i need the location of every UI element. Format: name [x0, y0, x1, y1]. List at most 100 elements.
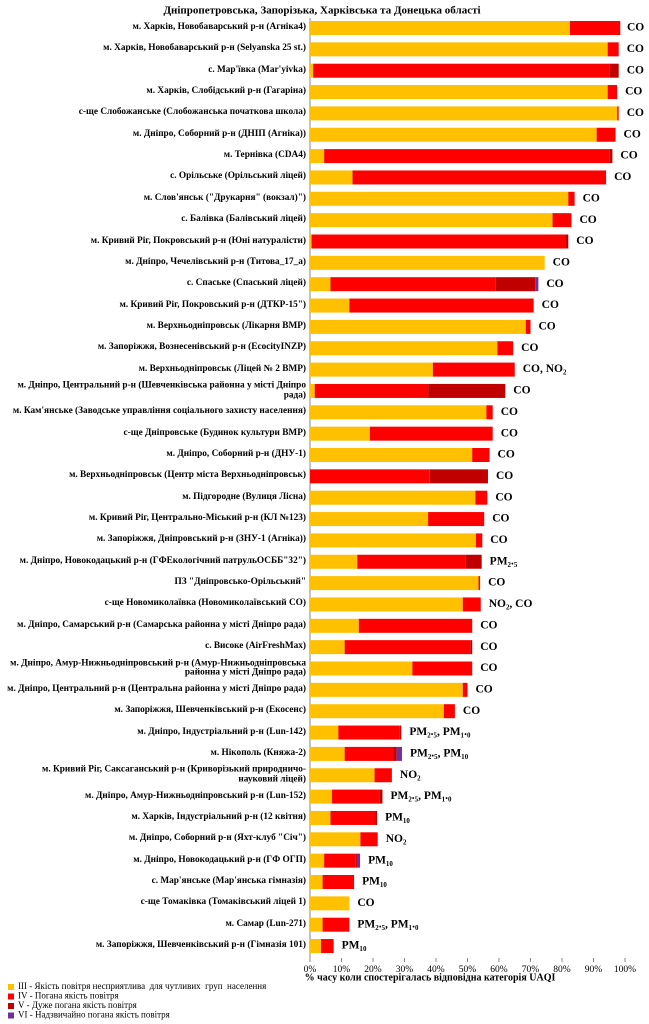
annotation: CO — [539, 321, 556, 333]
bar-segment — [552, 213, 572, 228]
bar-segment — [330, 810, 376, 825]
category-label: м. Дніпро, Соборний р-н (Яхт-клуб "Січ") — [128, 833, 306, 844]
category-label: м. Кривий Ріг, Покровський р-н (ДТКР-15"… — [119, 299, 307, 310]
bar-segment — [310, 405, 487, 420]
bar-segment — [311, 234, 566, 249]
annotation: CO — [627, 107, 644, 119]
bar-segment — [369, 426, 493, 441]
annotation: CO — [614, 171, 631, 183]
bar-segment — [310, 362, 433, 377]
bar-segment — [310, 704, 444, 719]
bar-segment — [486, 405, 493, 420]
annotation: PM₂.₅, PM₁.₀ — [409, 726, 471, 738]
bar-segment — [322, 917, 350, 932]
bar-segment — [475, 490, 488, 505]
category-label: ПЗ "Дніпровсько-Орільський" — [174, 577, 306, 588]
bar-segment — [478, 576, 481, 591]
bar-segment — [322, 875, 355, 889]
bar-segment — [314, 383, 429, 398]
bar-segment — [310, 896, 350, 911]
category-label: с-ще Слобожанське (Слобожанська початков… — [78, 107, 306, 118]
annotation: CO — [627, 64, 644, 76]
bar-segment — [476, 533, 483, 548]
category-label: м. Дніпро, Амур-Нижньодніпровський р-н (… — [10, 657, 306, 678]
bar-segment — [352, 170, 607, 185]
bar-segment — [495, 277, 536, 292]
bar-segment — [360, 832, 378, 847]
category-label: м. Харків, Слобідський р-н (Гагаріна) — [146, 86, 306, 97]
category-label: с-ще Дніпровське (Будинок культури ВМР) — [123, 427, 307, 438]
x-tick-label: 100% — [614, 965, 636, 975]
bar-segment — [535, 277, 539, 292]
bar-segment — [569, 21, 621, 35]
bar-segment — [310, 661, 413, 676]
bar-segment — [609, 149, 613, 164]
bar-segment — [375, 810, 378, 825]
annotation: NO₂ — [386, 833, 407, 845]
legend-label: IV - Погана якість повітря — [18, 991, 119, 1001]
annotation: CO — [521, 342, 538, 354]
bar-segment — [432, 362, 515, 377]
category-label: м. Запоріжжя, Шевченківський р-н (Гімназ… — [95, 940, 306, 951]
bar-segment — [462, 597, 481, 612]
bar-segment — [357, 554, 466, 569]
legend-label: VI - Надзвичайно погана якість повітря — [18, 1010, 170, 1020]
category-label: м. Верхньодніпровськ (Ліцей № 2 ВМР) — [138, 363, 306, 374]
annotation: CO — [476, 683, 493, 695]
annotation: CO — [480, 641, 497, 653]
category-label: м. Верхньодніпровськ (Центр міста Верхнь… — [69, 470, 306, 481]
bar-segment — [428, 383, 506, 398]
category-label: м. Кривий Ріг, Покровський р-н (Юні нату… — [90, 235, 306, 246]
x-tick-label: 70% — [522, 965, 540, 975]
category-label: с. Орільське (Орільський ліцей) — [170, 171, 306, 182]
bar-segment — [310, 512, 429, 527]
bar-segment — [310, 682, 463, 697]
bar-segment — [465, 554, 482, 569]
x-tick-label: 60% — [490, 965, 508, 975]
bar-segment — [607, 42, 619, 57]
bar-segment — [310, 810, 331, 825]
category-label: м. Дніпро, Новокодацький р-н (ГФ ОГП) — [133, 854, 306, 865]
category-label: м. Кам'янське (Заводське управління соці… — [12, 406, 306, 417]
bar-segment — [310, 63, 314, 78]
bar-segment — [399, 725, 402, 740]
bar-segment — [310, 191, 569, 206]
annotation: CO — [625, 86, 642, 98]
bar-segment — [310, 85, 608, 100]
bar-segment — [324, 853, 356, 868]
bar-segment — [355, 853, 357, 868]
bar-segment — [310, 576, 479, 591]
category-label: м. Самар (Lun-271) — [225, 918, 306, 929]
bar-segment — [344, 640, 471, 655]
bar-segment — [462, 682, 468, 697]
bar-segment — [374, 768, 392, 783]
annotation: PM₂.₅, PM₁₀ — [410, 748, 469, 760]
bar-segment — [310, 127, 597, 142]
legend-swatch — [8, 1012, 14, 1019]
bar-segment — [310, 725, 339, 740]
annotation: CO — [576, 235, 593, 247]
annotation: PM₁₀ — [362, 876, 387, 888]
annotation: PM₁₀ — [385, 812, 410, 824]
annotation: CO — [546, 278, 563, 290]
bar-segment — [349, 298, 534, 313]
category-label: м. Дніпро, Чечелівський р-н (Титова_17_а… — [125, 256, 306, 267]
bar-segment — [310, 106, 618, 121]
annotation: NO₂ — [400, 769, 421, 781]
bar-segment — [310, 618, 359, 633]
annotation: PM₂.₅, PM₁.₀ — [390, 790, 452, 802]
bar-segment — [310, 21, 570, 35]
x-tick-label: 30% — [396, 965, 414, 975]
bar-segment — [310, 768, 375, 783]
category-label: м. Дніпро, Індустріальний р-н (Lun-142) — [137, 726, 306, 737]
annotation: NO₂, CO — [489, 598, 533, 610]
bar-segment — [310, 917, 323, 932]
bar-segment — [617, 106, 619, 121]
category-label: м. Дніпро, Соборний р-н (ДНУ-1) — [166, 449, 306, 460]
category-label: м. Дніпро, Самарський р-н (Самарська рай… — [17, 619, 306, 630]
legend-label: III - Якість повітря несприятлива для чу… — [18, 981, 266, 991]
category-label: м. Підгородне (Вулиця Лісна) — [182, 491, 306, 502]
annotation: CO — [501, 427, 518, 439]
bar-segment — [310, 490, 476, 505]
